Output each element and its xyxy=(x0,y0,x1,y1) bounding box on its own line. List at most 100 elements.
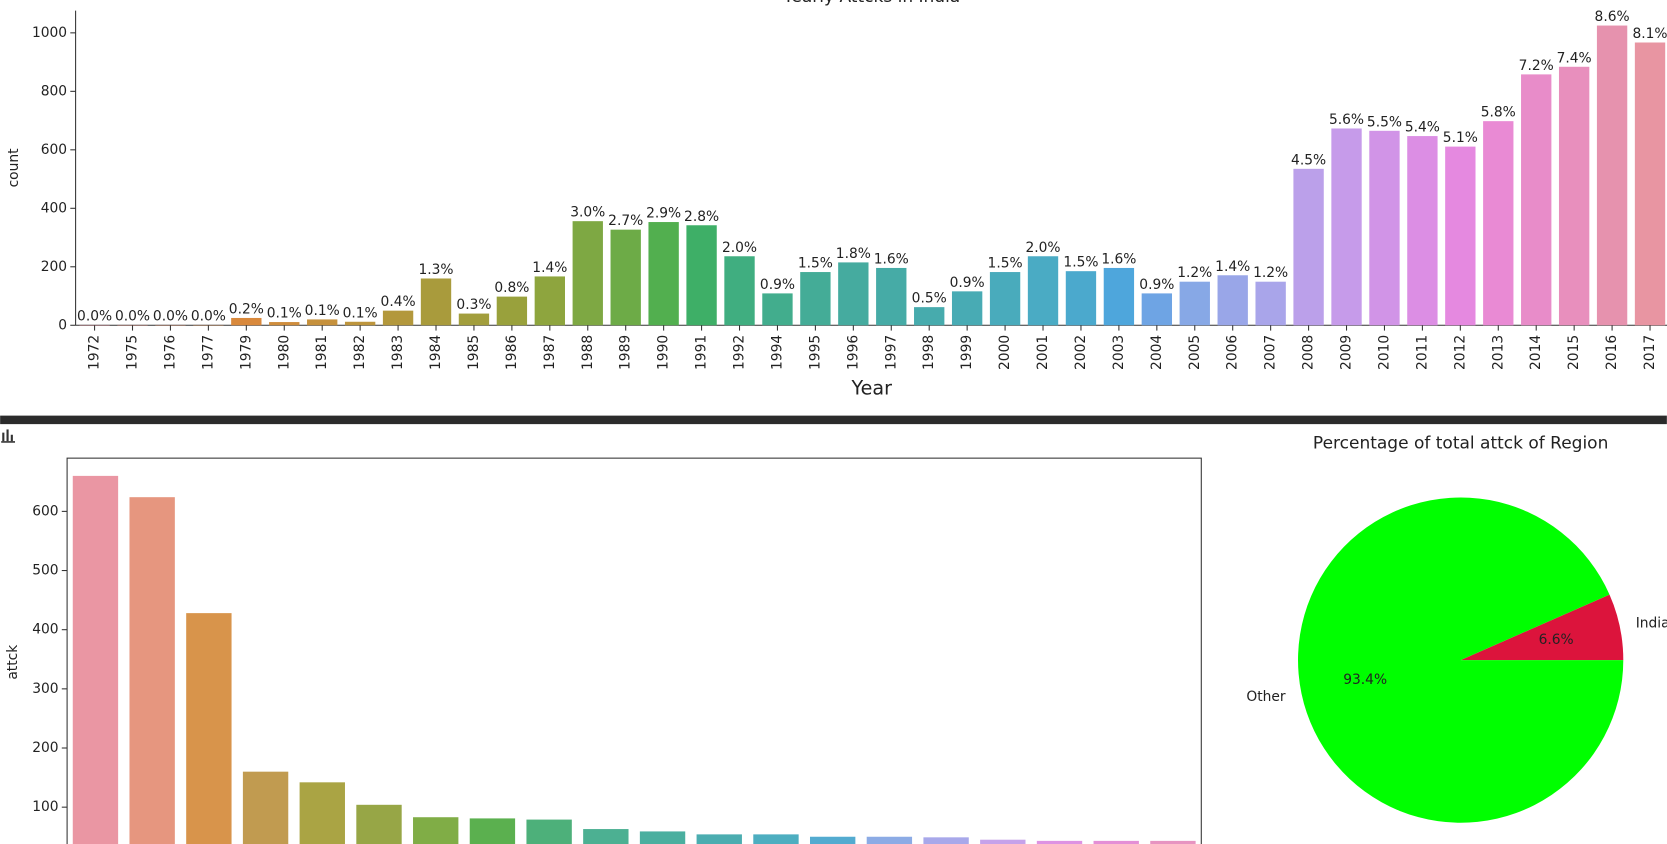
bar xyxy=(648,222,679,326)
x-tick-label: 1977 xyxy=(200,335,216,370)
bar xyxy=(1407,136,1438,326)
bar xyxy=(838,262,869,326)
x-tick-label: 1983 xyxy=(390,335,406,370)
bar-label: 1.3% xyxy=(418,262,453,278)
bar-label: 8.6% xyxy=(1595,9,1630,25)
bar-label: 0.4% xyxy=(381,294,416,310)
bar xyxy=(1179,281,1210,326)
x-tick-label: 1988 xyxy=(580,335,596,370)
bar-label: 2.8% xyxy=(684,209,719,225)
y-tick-label: 400 xyxy=(32,622,58,638)
bar xyxy=(1596,25,1628,326)
slice-value-label: 93.4% xyxy=(1343,672,1387,688)
bar-label: 0.1% xyxy=(267,306,302,322)
y-tick-label: 100 xyxy=(32,799,58,815)
bar xyxy=(413,817,459,844)
slice-label: India xyxy=(1636,615,1667,631)
bar xyxy=(1445,146,1476,326)
y-axis-label: count xyxy=(6,148,22,188)
bar-label: 0.2% xyxy=(229,301,264,317)
bar xyxy=(72,475,119,844)
bar-label: 8.1% xyxy=(1632,26,1667,42)
bar xyxy=(496,296,528,326)
slice-value-label: 6.6% xyxy=(1539,632,1574,648)
bar-label: 1.5% xyxy=(988,256,1023,272)
x-tick-label: 1996 xyxy=(845,335,861,370)
bar xyxy=(299,782,345,844)
bar-label: 0.3% xyxy=(456,297,491,313)
bar xyxy=(989,272,1021,326)
x-tick-label: 1990 xyxy=(656,335,672,370)
bar xyxy=(1036,840,1083,844)
bar xyxy=(583,829,629,844)
bar-label: 1.4% xyxy=(1215,259,1250,275)
bar xyxy=(866,836,913,844)
bar xyxy=(686,225,717,326)
bar xyxy=(980,839,1026,844)
bar xyxy=(1255,281,1286,326)
bar-label: 1.4% xyxy=(532,260,567,276)
bar-label: 1.5% xyxy=(798,256,833,272)
bar xyxy=(458,313,490,326)
x-tick-label: 2013 xyxy=(1490,335,1506,370)
chart-title: Yearly Attcks in India xyxy=(782,0,960,7)
x-tick-label: 1972 xyxy=(87,335,103,370)
bar-label: 0.5% xyxy=(912,291,947,307)
x-axis-label: Year xyxy=(851,377,893,400)
bar xyxy=(526,819,572,844)
y-tick-label: 0 xyxy=(58,317,67,333)
bar xyxy=(1027,256,1059,326)
bar xyxy=(129,497,175,844)
slice-label: Other xyxy=(1246,689,1286,705)
x-tick-label: 1975 xyxy=(125,335,141,370)
x-tick-label: 2007 xyxy=(1263,335,1279,370)
bar xyxy=(1558,66,1590,326)
bar-label: 4.5% xyxy=(1291,152,1326,168)
bar xyxy=(1483,121,1514,326)
y-tick-label: 300 xyxy=(32,681,58,697)
bar-label: 1.6% xyxy=(1101,251,1136,267)
x-tick-label: 2010 xyxy=(1376,335,1392,370)
bar xyxy=(534,276,566,326)
bar xyxy=(469,818,516,844)
bar xyxy=(753,834,799,844)
bar-label: 0.8% xyxy=(494,280,529,296)
bar-label: 0.0% xyxy=(153,308,188,324)
bar xyxy=(269,322,300,326)
chart-title: Percentage of total attck of Region xyxy=(1313,433,1608,453)
bar-label: 2.9% xyxy=(646,206,681,222)
bar-label: 2.0% xyxy=(1025,240,1060,256)
x-tick-label: 1991 xyxy=(694,335,710,370)
bar-label: 3.0% xyxy=(570,205,605,221)
bar xyxy=(1150,840,1196,844)
pie-slice xyxy=(1460,594,1624,661)
bar-label: 1.5% xyxy=(1063,255,1098,271)
y-tick-label: 600 xyxy=(32,503,58,519)
x-tick-label: 1987 xyxy=(542,335,558,370)
x-tick-label: 1984 xyxy=(428,335,444,370)
bar-label: 5.8% xyxy=(1481,105,1516,121)
bar xyxy=(639,831,686,844)
bar-label: 1.8% xyxy=(836,246,871,262)
x-tick-label: 1997 xyxy=(883,335,899,370)
pie-slice xyxy=(1298,497,1624,823)
x-tick-label: 1979 xyxy=(238,335,254,370)
x-tick-label: 2000 xyxy=(997,335,1013,370)
x-tick-label: 2016 xyxy=(1604,335,1620,370)
plot-frame xyxy=(66,457,1202,844)
bar xyxy=(762,293,793,326)
bar xyxy=(800,272,831,326)
x-tick-label: 1989 xyxy=(618,335,634,370)
bar xyxy=(914,307,945,326)
bar-label: 5.5% xyxy=(1367,114,1402,130)
x-tick-label: 1994 xyxy=(769,335,785,370)
bar-label: 0.9% xyxy=(950,275,985,291)
bar xyxy=(344,321,376,326)
bar xyxy=(231,317,262,326)
y-tick-label: 600 xyxy=(41,142,67,158)
x-tick-label: 2015 xyxy=(1566,335,1582,370)
bar-label: 1.6% xyxy=(874,251,909,267)
bar xyxy=(1369,130,1400,326)
